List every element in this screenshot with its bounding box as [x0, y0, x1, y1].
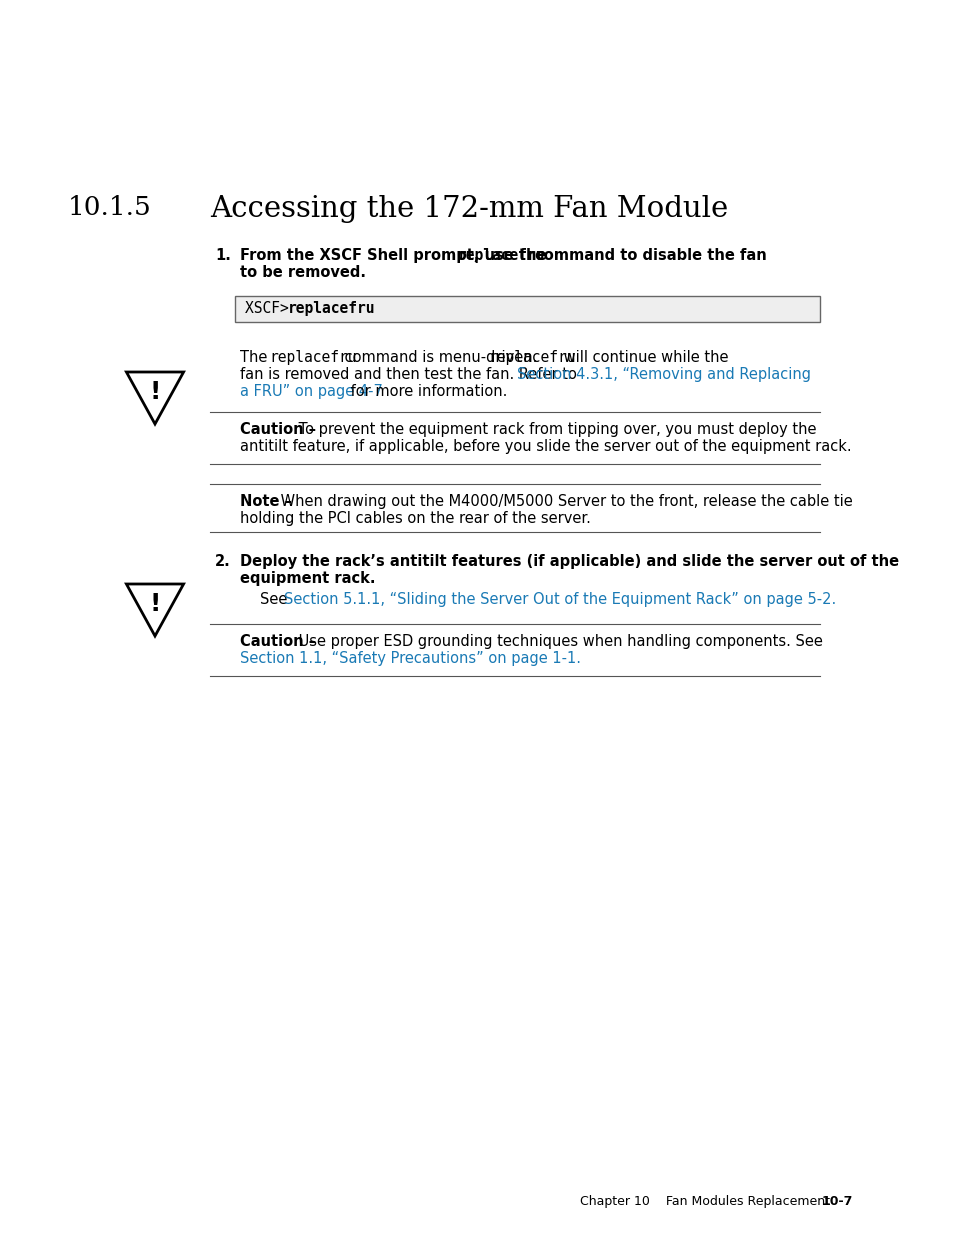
Text: to be removed.: to be removed.: [240, 266, 366, 280]
Text: From the XSCF Shell prompt, use the: From the XSCF Shell prompt, use the: [240, 248, 551, 263]
Text: replacefru: replacefru: [457, 248, 545, 263]
Text: Accessing the 172-mm Fan Module: Accessing the 172-mm Fan Module: [210, 195, 727, 224]
Text: for more information.: for more information.: [346, 384, 507, 399]
Text: Caution –: Caution –: [240, 634, 315, 650]
Text: Chapter 10    Fan Modules Replacement: Chapter 10 Fan Modules Replacement: [579, 1195, 829, 1208]
Text: Section 4.3.1, “Removing and Replacing: Section 4.3.1, “Removing and Replacing: [517, 367, 810, 382]
Text: replacefru: replacefru: [269, 350, 356, 366]
Text: antitilt feature, if applicable, before you slide the server out of the equipmen: antitilt feature, if applicable, before …: [240, 438, 851, 454]
Text: 1.: 1.: [214, 248, 231, 263]
Text: XSCF>: XSCF>: [245, 301, 297, 316]
Text: will continue while the: will continue while the: [558, 350, 728, 366]
Text: fan is removed and then test the fan. Refer to: fan is removed and then test the fan. Re…: [240, 367, 581, 382]
Text: !: !: [150, 379, 160, 404]
Text: !: !: [150, 592, 160, 616]
Text: Section 5.1.1, “Sliding the Server Out of the Equipment Rack” on page 5-2.: Section 5.1.1, “Sliding the Server Out o…: [283, 592, 835, 606]
Text: replacefru: replacefru: [488, 350, 575, 366]
Text: Caution –: Caution –: [240, 422, 315, 437]
Text: a FRU” on page 4-7: a FRU” on page 4-7: [240, 384, 382, 399]
Text: replacefru: replacefru: [287, 301, 375, 316]
Text: When drawing out the M4000/M5000 Server to the front, release the cable tie: When drawing out the M4000/M5000 Server …: [276, 494, 852, 509]
Text: Note –: Note –: [240, 494, 292, 509]
Text: See: See: [260, 592, 292, 606]
Text: To prevent the equipment rack from tipping over, you must deploy the: To prevent the equipment rack from tippi…: [294, 422, 816, 437]
Text: Section 1.1, “Safety Precautions” on page 1-1.: Section 1.1, “Safety Precautions” on pag…: [240, 651, 580, 666]
FancyBboxPatch shape: [234, 296, 820, 322]
Text: 10.1.5: 10.1.5: [68, 195, 152, 220]
Text: command to disable the fan: command to disable the fan: [529, 248, 766, 263]
Text: Deploy the rack’s antitilt features (if applicable) and slide the server out of : Deploy the rack’s antitilt features (if …: [240, 555, 898, 569]
Text: The: The: [240, 350, 276, 366]
Text: command is menu-driven.: command is menu-driven.: [340, 350, 542, 366]
Text: 10-7: 10-7: [821, 1195, 853, 1208]
Text: 2.: 2.: [214, 555, 231, 569]
Text: equipment rack.: equipment rack.: [240, 571, 375, 585]
Text: holding the PCI cables on the rear of the server.: holding the PCI cables on the rear of th…: [240, 511, 590, 526]
Text: Use proper ESD grounding techniques when handling components. See: Use proper ESD grounding techniques when…: [294, 634, 822, 650]
